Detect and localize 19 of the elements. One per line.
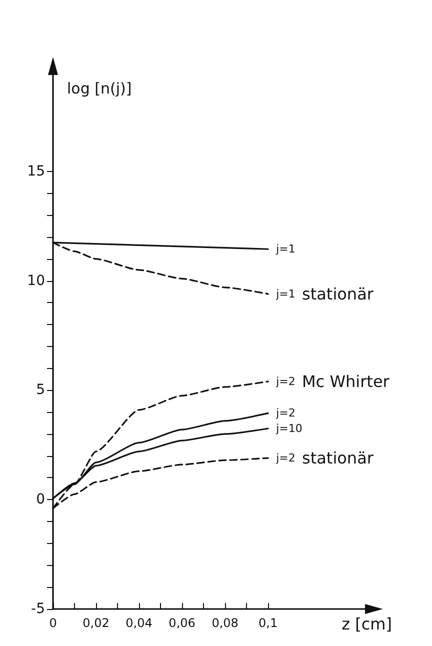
series-label: j=2 Mc Whirter	[275, 372, 390, 391]
y-tick-label: 5	[36, 382, 45, 398]
series-label: j=2	[275, 406, 296, 420]
series-label: j=1	[275, 242, 296, 256]
series-label: j=2 stationär	[275, 448, 374, 468]
x-tick-label: 0,1	[258, 616, 278, 630]
x-axis-title: z [cm]	[342, 614, 392, 634]
x-tick-label: 0	[49, 616, 57, 630]
series-label: j=1 stationär	[275, 284, 374, 304]
y-tick-label: -5	[31, 601, 45, 617]
y-tick-label: 15	[27, 163, 45, 180]
x-tick-label: 0,02	[82, 616, 110, 630]
y-axis-title: log [n(j)]	[67, 80, 132, 98]
x-tick-label: 0,08	[212, 616, 238, 630]
y-tick-label: 0	[36, 492, 45, 508]
series-label: j=10	[275, 422, 302, 436]
x-tick-label: 0,04	[126, 616, 152, 630]
x-tick-label: 0,06	[168, 616, 196, 630]
y-tick-label: 10	[27, 272, 45, 289]
